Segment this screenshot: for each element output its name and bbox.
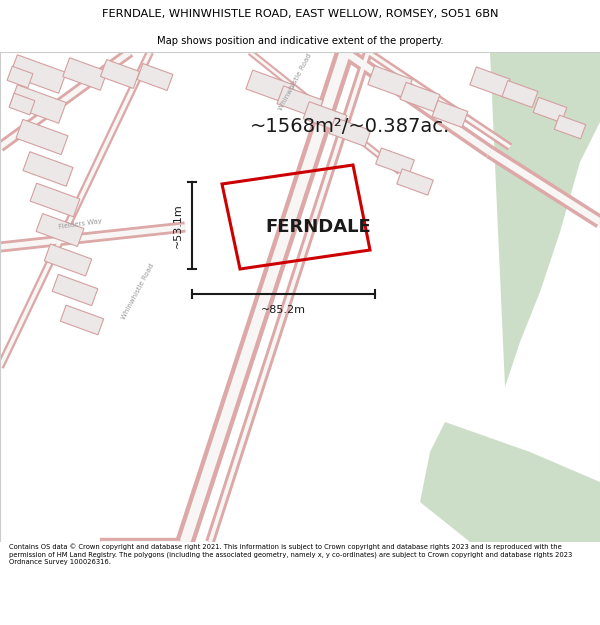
Text: ~85.2m: ~85.2m: [261, 305, 306, 315]
Text: FERNDALE, WHINWHISTLE ROAD, EAST WELLOW, ROMSEY, SO51 6BN: FERNDALE, WHINWHISTLE ROAD, EAST WELLOW,…: [102, 9, 498, 19]
Bar: [137, 64, 173, 91]
Text: ~53.1m: ~53.1m: [173, 203, 183, 248]
Bar: [376, 148, 415, 176]
Bar: [277, 86, 323, 118]
Bar: [100, 59, 140, 89]
Bar: [246, 70, 294, 104]
Bar: [52, 274, 98, 306]
Bar: [7, 66, 33, 88]
Bar: [16, 119, 68, 154]
Text: Whinwhistle Road: Whinwhistle Road: [277, 52, 313, 112]
Bar: [554, 115, 586, 139]
Text: Map shows position and indicative extent of the property.: Map shows position and indicative extent…: [157, 36, 443, 46]
Bar: [397, 169, 433, 195]
Bar: [9, 93, 35, 115]
Text: Fielders Way: Fielders Way: [58, 218, 102, 230]
Polygon shape: [435, 52, 600, 387]
Bar: [63, 58, 107, 90]
Bar: [23, 152, 73, 186]
Bar: [60, 305, 104, 335]
Text: Contains OS data © Crown copyright and database right 2021. This information is : Contains OS data © Crown copyright and d…: [9, 544, 572, 565]
Bar: [368, 66, 412, 98]
Bar: [303, 102, 347, 132]
Bar: [533, 98, 567, 122]
Text: ~1568m²/~0.387ac.: ~1568m²/~0.387ac.: [250, 118, 450, 136]
Bar: [400, 82, 440, 112]
Bar: [44, 244, 92, 276]
Bar: [432, 101, 468, 127]
Bar: [30, 183, 80, 217]
Bar: [10, 85, 66, 123]
Polygon shape: [420, 422, 600, 542]
Text: Whinwhistle Road: Whinwhistle Road: [121, 263, 155, 321]
Bar: [10, 55, 66, 93]
Bar: [502, 81, 538, 107]
Bar: [36, 214, 84, 246]
Text: FERNDALE: FERNDALE: [265, 218, 371, 236]
Bar: [470, 67, 510, 97]
Bar: [329, 118, 371, 146]
